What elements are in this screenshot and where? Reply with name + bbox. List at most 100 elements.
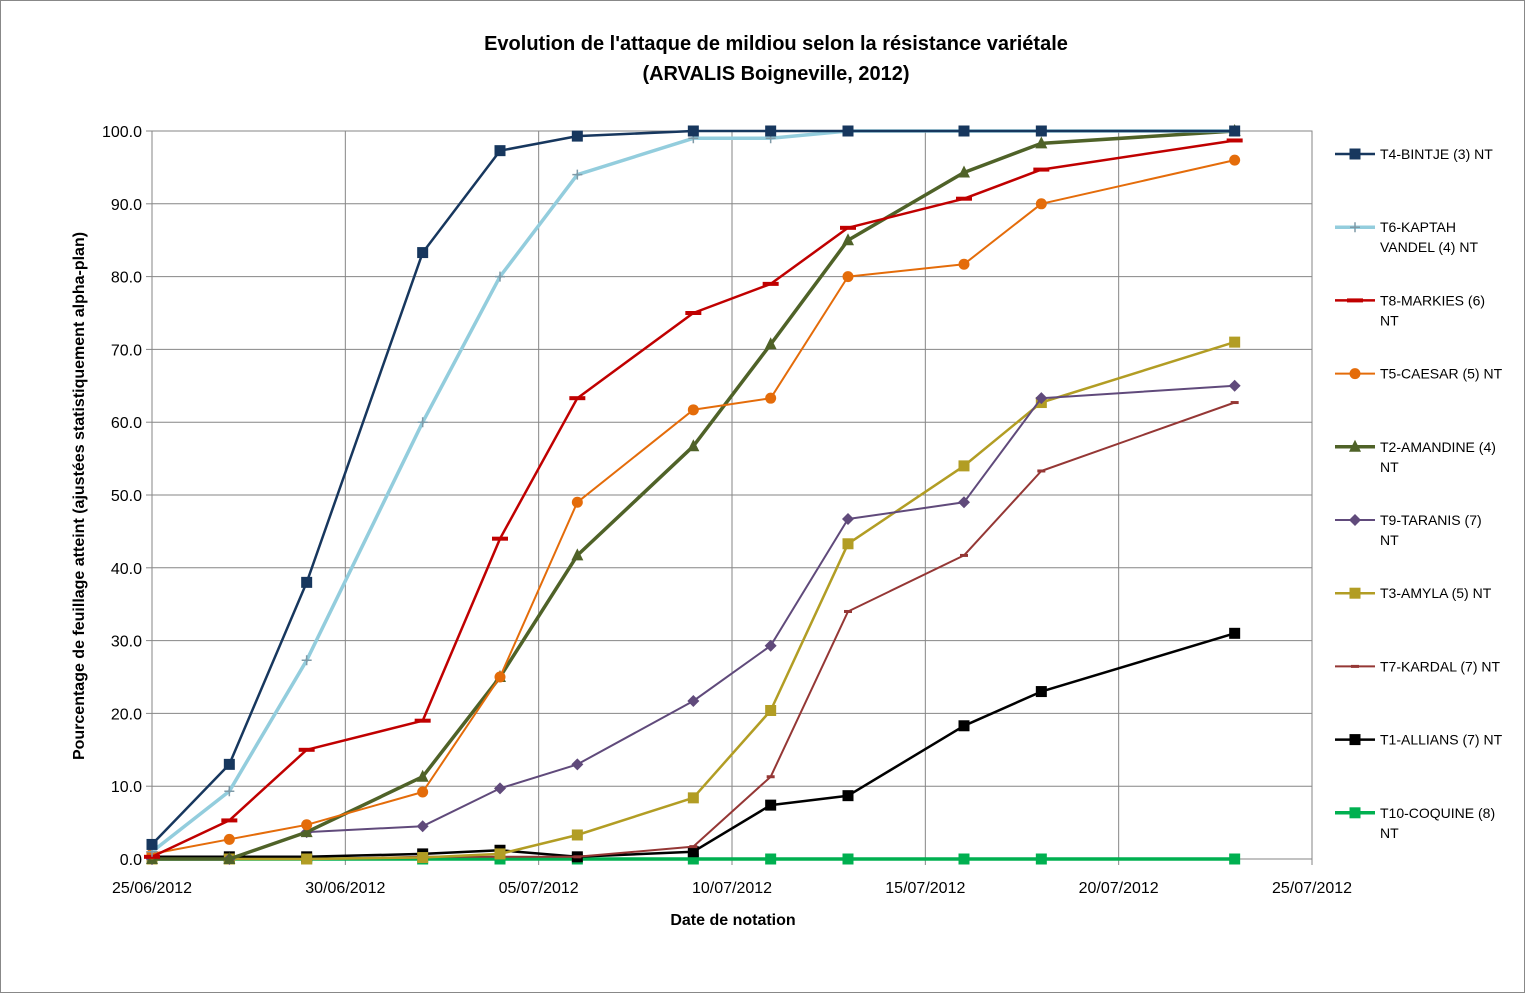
data-point — [571, 758, 584, 771]
data-point — [764, 337, 777, 350]
data-point — [958, 258, 970, 270]
data-point — [687, 404, 699, 416]
data-point — [414, 718, 431, 723]
data-point — [1349, 514, 1361, 526]
data-point — [417, 852, 429, 864]
legend-label: T3-AMYLA (5) NT — [1380, 585, 1492, 601]
legend-label: NT — [1380, 459, 1399, 475]
data-point — [571, 829, 583, 841]
legend-item: T7-KARDAL (7) NT — [1335, 658, 1501, 674]
data-point — [1033, 167, 1050, 172]
series-line — [151, 129, 1235, 846]
data-point — [1349, 587, 1361, 599]
data-point — [687, 439, 700, 452]
data-point — [144, 854, 160, 859]
legend-item: T3-AMYLA (5) NT — [1335, 585, 1492, 601]
legend-label: NT — [1380, 532, 1399, 548]
data-point — [766, 775, 775, 779]
series-line — [151, 159, 1235, 855]
data-point — [298, 747, 315, 752]
x-tick-label: 05/07/2012 — [499, 880, 579, 897]
legend-label: NT — [1380, 825, 1399, 841]
legend-label: VANDEL (4) NT — [1380, 239, 1478, 255]
series-3 — [144, 138, 1243, 859]
data-point — [495, 271, 505, 282]
data-point — [765, 704, 777, 716]
data-point — [1349, 439, 1361, 452]
x-tick-label: 30/06/2012 — [305, 880, 385, 897]
data-point — [1228, 379, 1241, 392]
data-point — [1229, 154, 1241, 166]
data-point — [221, 818, 238, 823]
y-tick-label: 80.0 — [111, 270, 142, 287]
data-point — [417, 417, 428, 428]
data-point — [842, 125, 854, 137]
y-tick-label: 50.0 — [111, 488, 142, 505]
y-tick-label: 100.0 — [102, 124, 142, 141]
legend-label: T9-TARANIS (7) — [1380, 512, 1482, 528]
data-point — [765, 799, 777, 811]
legend-item: T9-TARANIS (7) NT — [1335, 512, 1482, 548]
data-point — [1349, 148, 1361, 160]
data-point — [764, 639, 777, 652]
chart-title: Evolution de l'attaque de mildiou selon … — [484, 33, 1068, 55]
y-tick-label: 90.0 — [111, 197, 142, 214]
x-tick-label: 10/07/2012 — [692, 880, 772, 897]
data-point — [687, 695, 700, 708]
data-point — [1035, 392, 1048, 405]
data-point — [300, 825, 313, 838]
data-point — [687, 846, 699, 858]
data-point — [301, 819, 313, 831]
y-tick-label: 10.0 — [111, 779, 142, 796]
data-point — [1229, 853, 1241, 865]
data-point — [842, 233, 854, 246]
data-point — [1349, 807, 1361, 819]
data-point — [842, 790, 854, 802]
data-point — [1349, 368, 1361, 380]
data-point — [223, 758, 235, 770]
data-point — [765, 392, 777, 404]
data-point — [492, 536, 508, 541]
data-point — [844, 609, 852, 613]
data-point — [494, 671, 506, 683]
data-point — [765, 853, 777, 865]
data-point — [958, 720, 970, 732]
data-point — [1037, 469, 1046, 473]
legend-label: T4-BINTJE (3) NT — [1380, 146, 1493, 162]
data-point — [416, 769, 429, 782]
data-point — [1230, 401, 1239, 405]
y-tick-label: 70.0 — [111, 342, 142, 359]
data-point — [494, 145, 506, 157]
data-point — [958, 125, 970, 137]
data-point — [1035, 125, 1047, 137]
data-point — [301, 655, 312, 666]
data-point — [765, 125, 777, 137]
data-point — [571, 548, 584, 561]
data-point — [1035, 136, 1048, 149]
data-point — [1035, 198, 1047, 210]
legend-label: T8-MARKIES (6) — [1380, 292, 1485, 308]
data-point — [494, 848, 506, 860]
legend-label: T7-KARDAL (7) NT — [1380, 658, 1501, 674]
y-tick-label: 60.0 — [111, 415, 142, 432]
legend-label: T5-CAESAR (5) NT — [1380, 366, 1503, 382]
series-line — [152, 632, 1236, 859]
data-point — [301, 576, 313, 588]
data-point — [223, 852, 236, 864]
data-point — [1349, 734, 1361, 746]
data-point — [1226, 138, 1243, 143]
legend-item: T6-KAPTAH VANDEL (4) NT — [1335, 219, 1478, 255]
legend-item: T1-ALLIANS (7) NT — [1335, 732, 1503, 748]
legend-item: T8-MARKIES (6) NT — [1335, 292, 1485, 328]
data-point — [571, 496, 583, 508]
data-point — [762, 281, 779, 286]
chart-subtitle: (ARVALIS Boigneville, 2012) — [642, 63, 909, 85]
data-point — [417, 247, 429, 259]
data-point — [689, 845, 698, 849]
data-point — [958, 853, 970, 865]
data-point — [1035, 853, 1047, 865]
y-axis-label: Pourcentage de feuillage atteint (ajusté… — [71, 232, 88, 760]
data-point — [1351, 664, 1359, 668]
